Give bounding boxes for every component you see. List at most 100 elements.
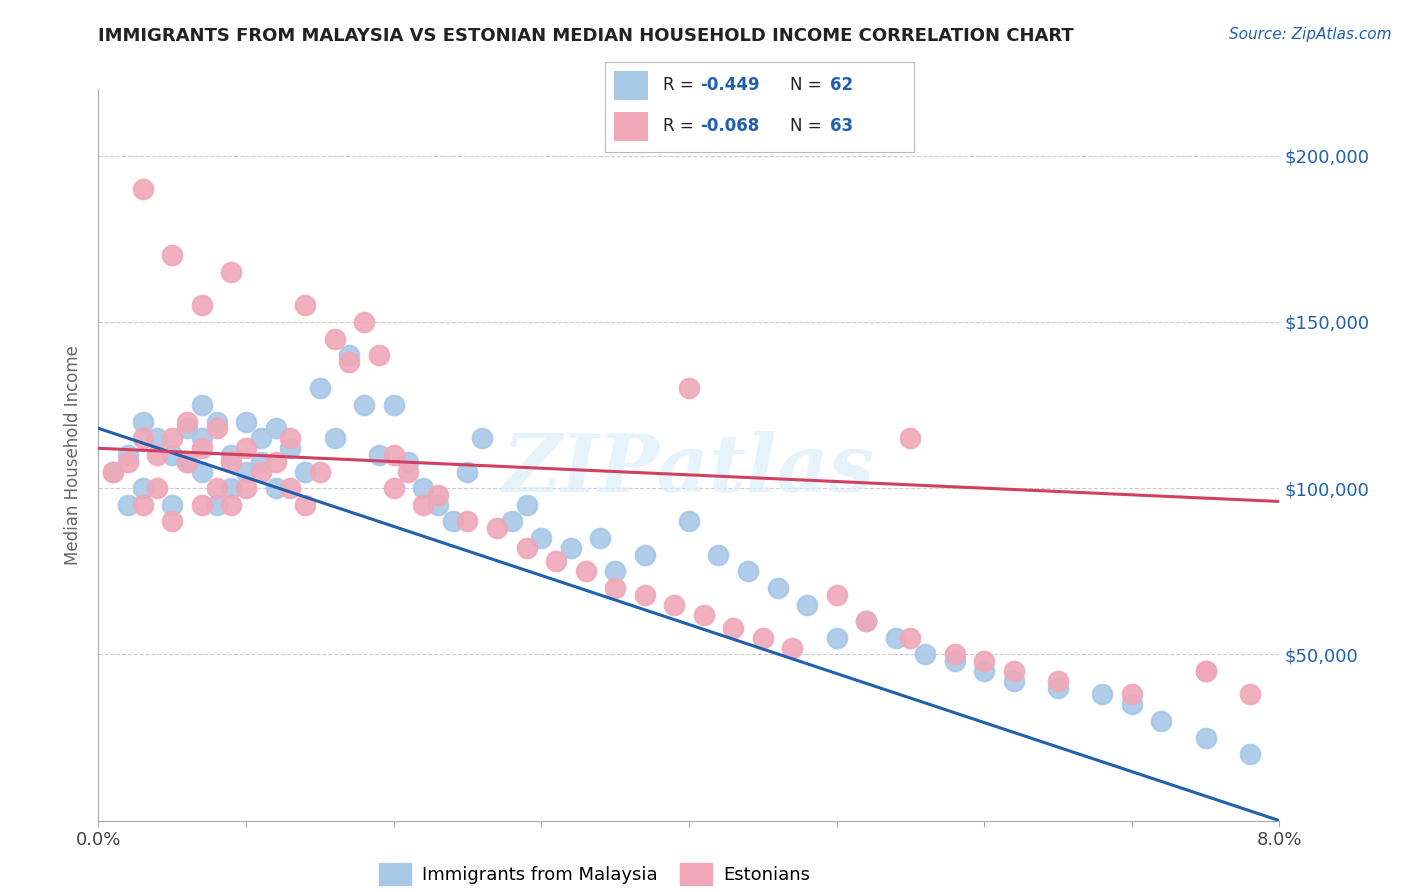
Estonians [146, 448, 169, 462]
Text: 62: 62 [831, 76, 853, 95]
Immigrants from Malaysia [1239, 747, 1261, 761]
Immigrants from Malaysia [191, 398, 214, 412]
Estonians [1194, 664, 1216, 678]
Immigrants from Malaysia [117, 448, 139, 462]
Text: -0.449: -0.449 [700, 76, 761, 95]
Estonians [146, 481, 169, 495]
Estonians [664, 598, 686, 612]
Estonians [132, 498, 155, 512]
Estonians [605, 581, 627, 595]
Estonians [219, 498, 242, 512]
Immigrants from Malaysia [132, 481, 155, 495]
Text: N =: N = [790, 76, 827, 95]
Estonians [117, 454, 139, 468]
Estonians [132, 182, 155, 196]
Immigrants from Malaysia [176, 454, 198, 468]
Estonians [1046, 673, 1069, 688]
Immigrants from Malaysia [219, 481, 242, 495]
Text: R =: R = [664, 76, 699, 95]
Estonians [264, 454, 287, 468]
Immigrants from Malaysia [1046, 681, 1069, 695]
Text: R =: R = [664, 117, 699, 136]
Immigrants from Malaysia [914, 648, 936, 662]
Immigrants from Malaysia [205, 415, 228, 429]
Estonians [574, 564, 596, 578]
Immigrants from Malaysia [103, 465, 125, 479]
Immigrants from Malaysia [191, 465, 214, 479]
Estonians [205, 421, 228, 435]
Estonians [132, 431, 155, 445]
Text: 63: 63 [831, 117, 853, 136]
Estonians [721, 621, 744, 635]
Immigrants from Malaysia [825, 631, 848, 645]
Estonians [191, 442, 214, 456]
Immigrants from Malaysia [707, 548, 730, 562]
Estonians [973, 654, 995, 668]
Immigrants from Malaysia [633, 548, 655, 562]
Y-axis label: Median Household Income: Median Household Income [65, 345, 83, 565]
Immigrants from Malaysia [219, 448, 242, 462]
Estonians [176, 454, 198, 468]
Text: Source: ZipAtlas.com: Source: ZipAtlas.com [1229, 27, 1392, 42]
Estonians [943, 648, 966, 662]
Immigrants from Malaysia [412, 481, 434, 495]
Estonians [191, 498, 214, 512]
Estonians [205, 481, 228, 495]
Estonians [353, 315, 375, 329]
Immigrants from Malaysia [855, 614, 877, 628]
Estonians [456, 515, 478, 529]
Estonians [900, 631, 922, 645]
Immigrants from Malaysia [530, 531, 553, 545]
Estonians [294, 298, 316, 312]
Immigrants from Malaysia [264, 421, 287, 435]
Estonians [485, 521, 508, 535]
Immigrants from Malaysia [146, 431, 169, 445]
Estonians [855, 614, 877, 628]
Estonians [396, 465, 419, 479]
Immigrants from Malaysia [605, 564, 627, 578]
Estonians [219, 265, 242, 279]
Estonians [1002, 664, 1025, 678]
Immigrants from Malaysia [294, 465, 316, 479]
Text: N =: N = [790, 117, 827, 136]
Estonians [1121, 687, 1143, 701]
Legend: Immigrants from Malaysia, Estonians: Immigrants from Malaysia, Estonians [371, 855, 817, 892]
Estonians [294, 498, 316, 512]
Text: -0.068: -0.068 [700, 117, 759, 136]
Immigrants from Malaysia [176, 421, 198, 435]
Immigrants from Malaysia [117, 498, 139, 512]
Immigrants from Malaysia [1150, 714, 1173, 728]
Estonians [162, 248, 183, 262]
Estonians [382, 448, 405, 462]
Estonians [546, 554, 568, 568]
Text: IMMIGRANTS FROM MALAYSIA VS ESTONIAN MEDIAN HOUSEHOLD INCOME CORRELATION CHART: IMMIGRANTS FROM MALAYSIA VS ESTONIAN MED… [98, 27, 1074, 45]
Bar [614, 112, 648, 141]
Estonians [900, 431, 922, 445]
Immigrants from Malaysia [1194, 731, 1216, 745]
Estonians [633, 588, 655, 602]
Immigrants from Malaysia [1121, 698, 1143, 712]
Immigrants from Malaysia [796, 598, 818, 612]
Immigrants from Malaysia [162, 448, 183, 462]
Immigrants from Malaysia [132, 415, 155, 429]
Immigrants from Malaysia [250, 431, 273, 445]
Immigrants from Malaysia [884, 631, 907, 645]
Immigrants from Malaysia [278, 442, 302, 456]
Immigrants from Malaysia [396, 454, 419, 468]
Estonians [235, 481, 257, 495]
Estonians [162, 515, 183, 529]
Immigrants from Malaysia [589, 531, 612, 545]
Estonians [176, 415, 198, 429]
Immigrants from Malaysia [1002, 673, 1025, 688]
Immigrants from Malaysia [250, 454, 273, 468]
Estonians [782, 640, 804, 655]
Immigrants from Malaysia [515, 498, 537, 512]
Immigrants from Malaysia [264, 481, 287, 495]
Estonians [426, 488, 449, 502]
Text: ZIPatlas: ZIPatlas [503, 431, 875, 508]
Immigrants from Malaysia [1091, 687, 1114, 701]
Estonians [219, 454, 242, 468]
Immigrants from Malaysia [441, 515, 464, 529]
Immigrants from Malaysia [560, 541, 582, 555]
Immigrants from Malaysia [426, 498, 449, 512]
